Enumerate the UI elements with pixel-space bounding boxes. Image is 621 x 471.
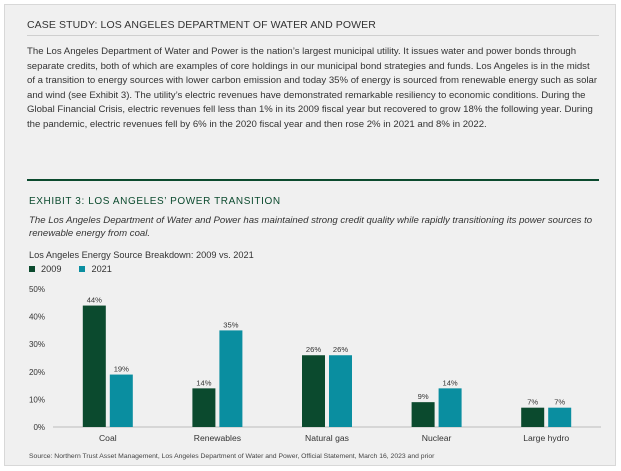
data-label: 26%: [306, 345, 321, 354]
bar-2021-large-hydro: [548, 407, 572, 427]
data-label: 19%: [114, 365, 129, 374]
data-label: 14%: [196, 378, 211, 387]
y-tick-label: 20%: [29, 368, 45, 377]
chart-title: Los Angeles Energy Source Breakdown: 200…: [29, 250, 254, 260]
data-label: 7%: [527, 398, 538, 407]
y-tick-label: 30%: [29, 340, 45, 349]
x-tick-label: Large hydro: [523, 433, 569, 443]
x-tick-label: Renewables: [194, 433, 241, 443]
data-label: 44%: [87, 296, 102, 305]
x-tick-label: Natural gas: [305, 433, 349, 443]
bar-2009-natural-gas: [302, 355, 325, 427]
data-label: 9%: [418, 392, 429, 401]
case-study-body: The Los Angeles Department of Water and …: [27, 46, 598, 130]
bar-2009-large-hydro: [521, 407, 545, 427]
legend-label-2009: 2009: [41, 264, 62, 274]
legend-swatch-2021: [79, 266, 86, 272]
bar-2009-renewables: [192, 388, 216, 427]
legend-item-2021: 2021: [79, 264, 112, 274]
data-label: 26%: [333, 345, 348, 354]
data-label: 14%: [442, 378, 457, 387]
y-tick-label: 50%: [29, 285, 45, 294]
bar-2021-renewables: [219, 330, 243, 427]
exhibit-title: EXHIBIT 3: LOS ANGELES’ POWER TRANSITION: [29, 196, 281, 207]
data-label: 7%: [554, 398, 565, 407]
case-study-title: CASE STUDY: LOS ANGELES DEPARTMENT OF WA…: [27, 19, 376, 31]
case-study-divider: [27, 35, 599, 36]
chart-legend: 2009 2021: [29, 264, 112, 274]
exhibit-divider: [27, 179, 599, 181]
bar-chart: 0% 10% 20% 30% 40% 50% 44% 19% Coal 14% 35% Renewab…: [29, 285, 601, 443]
exhibit-subtitle: The Los Angeles Department of Water and …: [29, 215, 593, 239]
legend-item-2009: 2009: [29, 264, 61, 274]
y-tick-label: 40%: [29, 313, 45, 322]
bar-2009-coal: [82, 305, 106, 427]
bar-2021-natural-gas: [329, 355, 352, 427]
legend-label-2021: 2021: [91, 264, 112, 274]
bar-2021-coal: [109, 374, 133, 427]
bar-2009-nuclear: [411, 402, 435, 427]
case-study-panel: CASE STUDY: LOS ANGELES DEPARTMENT OF WA…: [4, 4, 616, 466]
y-tick-label: 10%: [29, 395, 45, 404]
data-label: 35%: [223, 320, 238, 329]
x-tick-label: Coal: [99, 433, 117, 443]
y-tick-label: 0%: [33, 423, 45, 432]
source-note: Source: Northern Trust Asset Management,…: [29, 453, 435, 460]
bar-2021-nuclear: [438, 388, 462, 427]
x-tick-label: Nuclear: [422, 433, 452, 443]
legend-swatch-2009: [29, 266, 35, 272]
